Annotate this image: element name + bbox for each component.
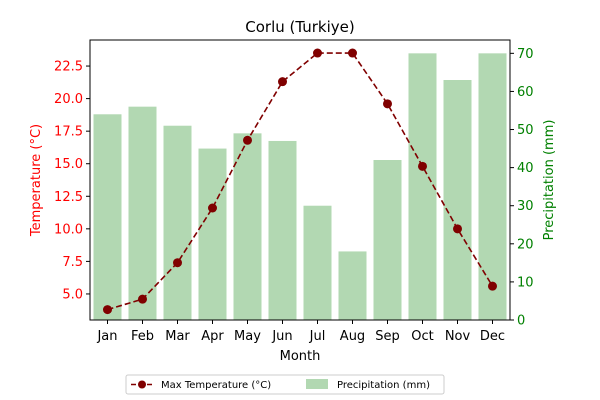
plot-border <box>89 39 511 321</box>
temperature-point-apr <box>208 203 217 213</box>
precipitation-bars <box>93 53 507 321</box>
left-axis: 5.0 7.5 10.0 12.5 15.0 17.5 20.0 22.5 <box>54 60 90 302</box>
chart-title: Corlu (Turkiye) <box>245 18 354 36</box>
temperature-point-oct <box>418 161 427 171</box>
right-tick-label: 20 <box>517 237 534 252</box>
legend: Max Temperature (°C) Precipitation (mm) <box>125 374 445 395</box>
precipitation-bar-apr <box>198 148 227 320</box>
precipitation-bar-nov <box>443 80 472 320</box>
temperature-point-feb <box>138 294 147 304</box>
left-tick-label: 7.5 <box>62 255 83 270</box>
right-axis-title: Precipitation (mm) <box>542 120 557 241</box>
legend-bar-swatch <box>306 379 328 389</box>
left-axis-title: Temperature (°C) <box>29 124 44 237</box>
right-tick-label: 0 <box>517 314 525 329</box>
x-axis: Jan Feb Mar Apr May Jun Jul Aug Sep Oct Nov Dec <box>96 320 505 344</box>
x-axis-title: Month <box>280 349 321 364</box>
precipitation-bar-jan <box>93 114 122 321</box>
precipitation-bar-jul <box>303 205 332 320</box>
x-tick-label: Sep <box>375 329 400 344</box>
left-tick-label: 17.5 <box>54 125 83 140</box>
right-tick-label: 50 <box>517 123 534 138</box>
precipitation-bar-oct <box>408 53 437 320</box>
temperature-point-jul <box>313 48 322 58</box>
x-tick-label: Dec <box>480 329 505 344</box>
left-tick-label: 15.0 <box>54 157 83 172</box>
temperature-point-nov <box>453 224 462 234</box>
legend-box <box>125 374 445 395</box>
left-tick-label: 5.0 <box>62 287 83 302</box>
legend-label-precipitation: Precipitation (mm) <box>337 380 430 391</box>
right-tick-label: 60 <box>517 85 534 100</box>
x-tick-label: Mar <box>165 329 190 344</box>
temperature-point-jan <box>103 305 112 315</box>
x-tick-label: Apr <box>201 329 224 344</box>
plot-frame <box>89 39 511 321</box>
legend-label-temperature: Max Temperature (°C) <box>161 380 271 391</box>
temperature-point-dec <box>488 281 497 291</box>
x-tick-label: Aug <box>340 329 365 344</box>
left-tick-label: 22.5 <box>54 60 83 75</box>
temperature-line <box>103 48 497 315</box>
precipitation-bar-feb <box>128 106 157 321</box>
precipitation-bar-sep <box>373 160 402 320</box>
left-tick-label: 12.5 <box>54 190 83 205</box>
left-tick-label: 10.0 <box>54 222 83 237</box>
right-tick-label: 10 <box>517 275 534 290</box>
temperature-point-jun <box>278 77 287 87</box>
temperature-series-line <box>107 52 494 311</box>
precipitation-bar-may <box>233 133 262 320</box>
x-tick-label: Jul <box>309 329 326 344</box>
x-tick-label: Jun <box>271 329 292 344</box>
left-tick-label: 20.0 <box>54 92 83 107</box>
precipitation-bar-aug <box>338 251 367 320</box>
right-tick-label: 40 <box>517 161 534 176</box>
x-tick-label: Feb <box>131 329 154 344</box>
x-tick-label: Oct <box>411 329 433 344</box>
x-tick-label: Nov <box>445 329 471 344</box>
x-tick-label: May <box>234 329 261 344</box>
temperature-point-aug <box>348 48 357 58</box>
right-tick-label: 30 <box>517 199 534 214</box>
legend-marker-swatch <box>138 380 146 389</box>
temperature-point-mar <box>173 258 182 268</box>
right-tick-label: 70 <box>517 47 534 62</box>
x-tick-label: Jan <box>96 329 117 344</box>
precipitation-bar-dec <box>478 53 507 320</box>
temperature-point-may <box>243 135 252 145</box>
right-axis: 0 10 20 30 40 50 60 70 <box>510 47 534 329</box>
temperature-point-sep <box>383 99 392 109</box>
precipitation-bar-jun <box>268 140 297 320</box>
precipitation-bar-mar <box>163 125 192 320</box>
